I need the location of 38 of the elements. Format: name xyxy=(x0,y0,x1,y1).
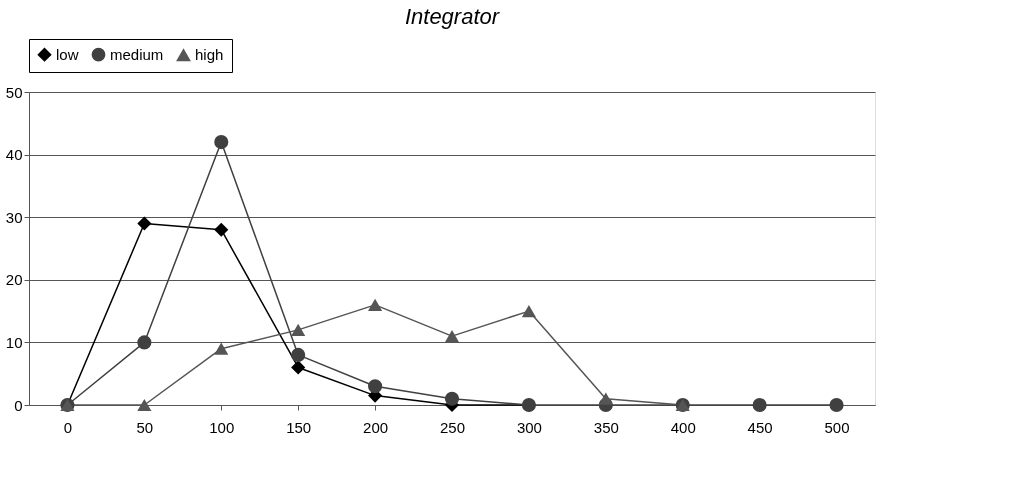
x-tick-label: 300 xyxy=(516,418,542,436)
point xyxy=(598,392,613,405)
x-tick-label: 450 xyxy=(747,418,773,436)
y-tick-label: 10 xyxy=(5,333,23,351)
legend-label: medium xyxy=(110,45,164,63)
point xyxy=(829,397,844,413)
legend-label: low xyxy=(56,45,79,63)
point xyxy=(214,135,229,150)
x-tick-label: 500 xyxy=(824,418,850,436)
point xyxy=(214,342,229,355)
x-tick-label: 0 xyxy=(63,418,73,436)
x-tick-label: 200 xyxy=(363,418,389,436)
x-tick-label: 150 xyxy=(286,418,312,436)
point xyxy=(137,216,152,231)
point xyxy=(137,335,152,350)
x-tick-label: 400 xyxy=(670,418,696,436)
x-tick-label: 50 xyxy=(136,418,154,436)
point xyxy=(291,347,306,362)
chart-title: Integrator xyxy=(404,3,501,29)
y-tick-label: 30 xyxy=(5,208,23,226)
y-tick-label: 20 xyxy=(5,271,23,289)
point xyxy=(368,379,383,394)
point xyxy=(291,323,306,336)
y-tick-label: 50 xyxy=(5,83,23,101)
point xyxy=(444,391,460,406)
point xyxy=(368,298,383,311)
x-tick-label: 350 xyxy=(593,418,619,436)
point xyxy=(291,360,306,375)
legend-label: high xyxy=(195,46,224,64)
x-tick-label: 250 xyxy=(439,418,466,436)
y-tick-label: 0 xyxy=(14,396,23,414)
point xyxy=(137,398,152,412)
y-tick-label: 40 xyxy=(5,146,23,164)
point xyxy=(521,304,536,318)
x-tick-label: 100 xyxy=(209,418,235,436)
point xyxy=(444,330,460,343)
point xyxy=(214,222,229,237)
point xyxy=(752,397,767,413)
